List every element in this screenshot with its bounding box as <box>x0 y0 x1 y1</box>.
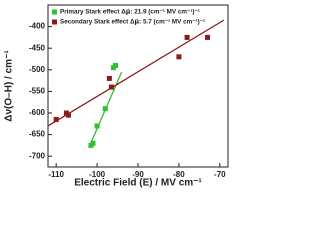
x-tick-label: -70 <box>214 170 226 179</box>
y-tick-label: -700 <box>29 151 46 160</box>
legend-marker <box>52 19 57 25</box>
x-tick-label: -90 <box>132 170 144 179</box>
data-point <box>184 34 190 40</box>
y-tick-label: -600 <box>29 108 46 117</box>
data-point <box>94 123 100 129</box>
fit-line <box>47 19 225 127</box>
y-tick-label: -650 <box>29 130 46 139</box>
x-tick-label: -100 <box>89 170 106 179</box>
y-tick-label: -450 <box>29 43 46 52</box>
data-point <box>53 116 59 122</box>
y-tick-label: -400 <box>29 22 46 31</box>
y-axis-title: Δν(O–H) / cm⁻¹ <box>4 50 15 122</box>
data-point <box>113 62 118 68</box>
legend-label: Primary Stark effect Δμ⃗: 21.9 (cm⁻¹ MV … <box>60 9 200 16</box>
x-tick-label: -110 <box>48 170 64 179</box>
data-point <box>205 34 211 40</box>
y-tick-label: -500 <box>29 65 46 74</box>
chart: Electric Field (E) / MV cm⁻¹ Δν(O–H) / c… <box>4 4 229 189</box>
data-point <box>90 140 96 146</box>
data-point <box>65 112 71 118</box>
x-tick-label: -80 <box>173 170 185 179</box>
data-point <box>102 106 108 112</box>
page: {"chart_data": {"type": "scatter", "xlab… <box>3 4 229 189</box>
data-point <box>176 54 182 60</box>
legend-label: Secondary Stark effect Δμ⃗: 5.7 (cm⁻¹ MV… <box>60 19 205 26</box>
plot-frame <box>47 4 229 168</box>
data-point <box>106 75 112 81</box>
data-point <box>108 84 114 90</box>
y-tick-label: -550 <box>29 87 46 96</box>
legend-marker <box>52 9 57 15</box>
x-axis-title: Electric Field (E) / MV cm⁻¹ <box>74 178 202 189</box>
